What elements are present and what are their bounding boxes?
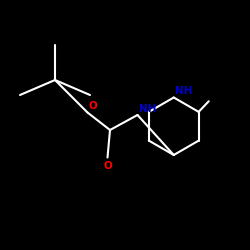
Text: NH: NH [175, 86, 192, 96]
Text: O: O [89, 101, 98, 111]
Text: O: O [103, 161, 112, 171]
Text: NH: NH [139, 104, 156, 114]
